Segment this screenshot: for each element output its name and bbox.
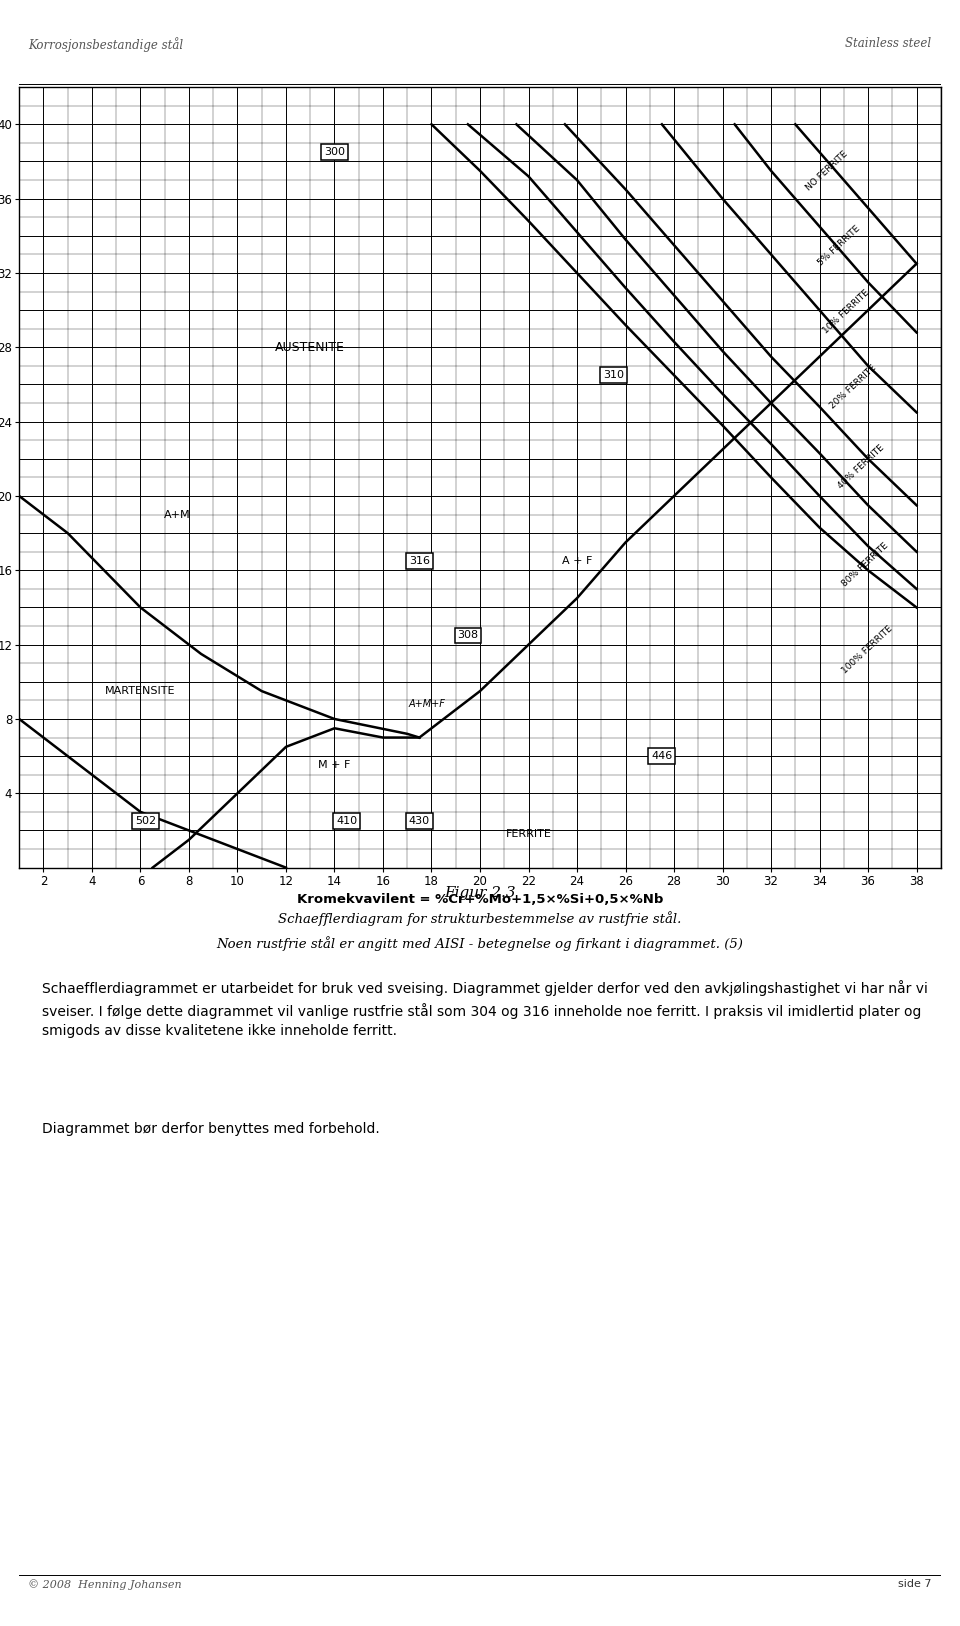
Text: 10% FERRITE: 10% FERRITE <box>822 288 872 335</box>
Text: 20% FERRITE: 20% FERRITE <box>828 363 878 410</box>
Text: side 7: side 7 <box>899 1579 931 1589</box>
X-axis label: Kromekvavilent = %Cr+%Mo+1,5×%Si+0,5×%Nb: Kromekvavilent = %Cr+%Mo+1,5×%Si+0,5×%Nb <box>297 893 663 906</box>
Text: 502: 502 <box>134 816 156 826</box>
Text: 100% FERRITE: 100% FERRITE <box>841 624 895 676</box>
Text: 40% FERRITE: 40% FERRITE <box>836 442 886 489</box>
Text: 310: 310 <box>603 371 624 380</box>
Text: NO FERRITE: NO FERRITE <box>804 150 850 192</box>
Text: M + F: M + F <box>319 761 350 771</box>
Text: Korrosjonsbestandige stål: Korrosjonsbestandige stål <box>29 37 183 52</box>
Text: Diagrammet bør derfor benyttes med forbehold.: Diagrammet bør derfor benyttes med forbe… <box>42 1122 380 1135</box>
Text: Schaefflerdiagram for strukturbestemmelse av rustfrie stål.: Schaefflerdiagram for strukturbestemmels… <box>278 911 682 927</box>
Text: 308: 308 <box>457 631 478 641</box>
Text: 446: 446 <box>651 751 673 761</box>
Text: Noen rustfrie stål er angitt med AISI - betegnelse og firkant i diagrammet. (5): Noen rustfrie stål er angitt med AISI - … <box>217 937 743 951</box>
Text: 300: 300 <box>324 148 345 158</box>
Text: 80% FERRITE: 80% FERRITE <box>841 541 891 589</box>
Text: A+M: A+M <box>163 509 190 520</box>
Text: 430: 430 <box>409 816 430 826</box>
Text: AUSTENITE: AUSTENITE <box>276 341 346 354</box>
Text: A+M+F: A+M+F <box>408 699 445 709</box>
Text: Figur 2.3: Figur 2.3 <box>444 886 516 899</box>
Text: 5% FERRITE: 5% FERRITE <box>816 223 862 267</box>
Text: MARTENSITE: MARTENSITE <box>106 686 176 696</box>
Text: FERRITE: FERRITE <box>506 829 551 839</box>
Text: Schaefflerdiagrammet er utarbeidet for bruk ved sveising. Diagrammet gjelder der: Schaefflerdiagrammet er utarbeidet for b… <box>42 980 928 1037</box>
Text: © 2008  Henning Johansen: © 2008 Henning Johansen <box>29 1579 182 1590</box>
Text: 316: 316 <box>409 556 430 566</box>
Text: Stainless steel: Stainless steel <box>846 37 931 50</box>
Text: 410: 410 <box>336 816 357 826</box>
Text: A + F: A + F <box>562 556 592 566</box>
